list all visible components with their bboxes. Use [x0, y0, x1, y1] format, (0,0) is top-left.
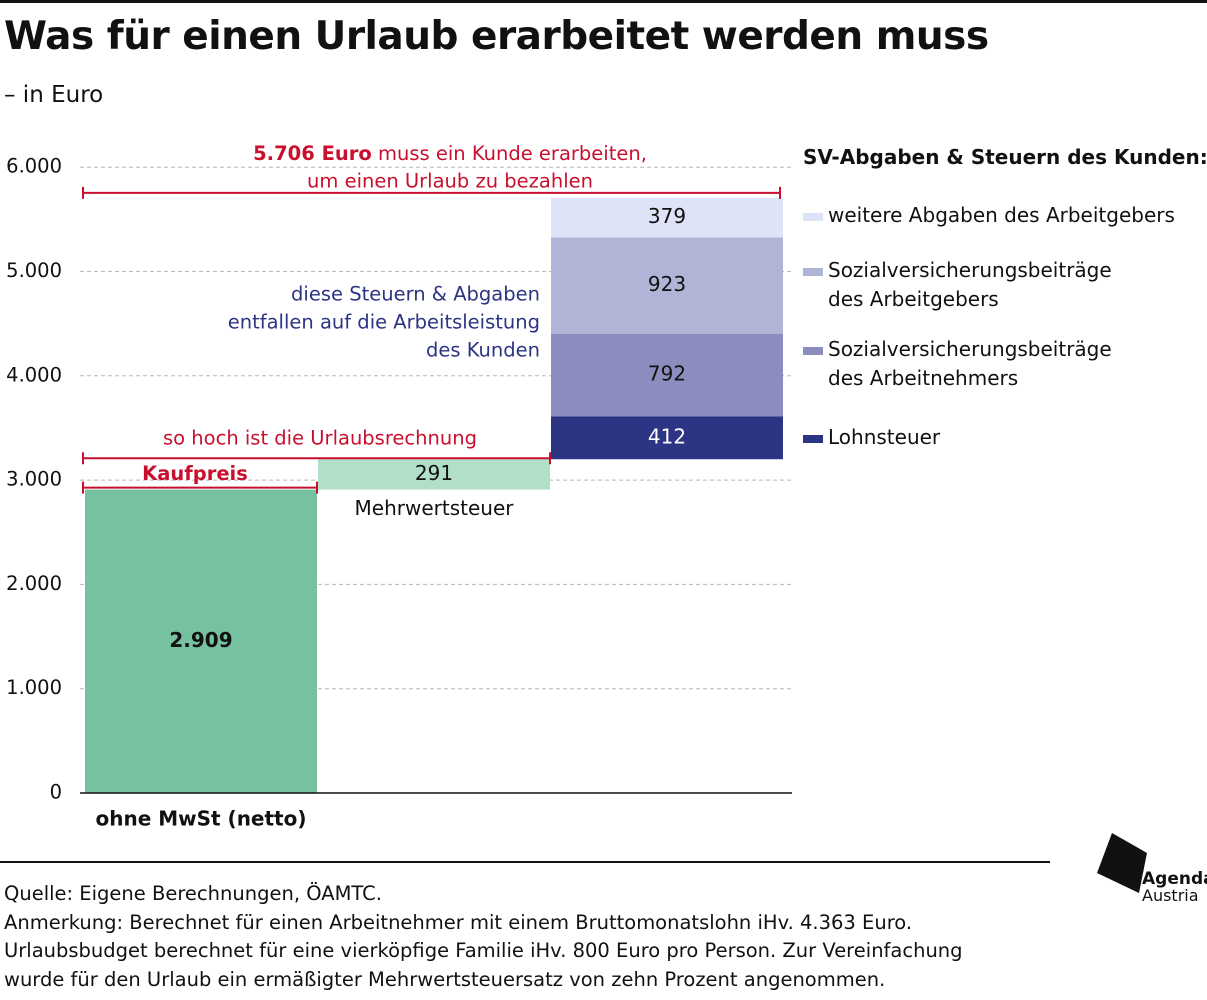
y-tick-label: 5.000: [6, 259, 62, 282]
legend-item: Sozialversicherungsbeiträge des Arbeitne…: [803, 335, 1112, 393]
annotation-total-line-1: 5.706 Euro muss ein Kunde erarbeiten,: [253, 142, 647, 165]
note-line-1: Anmerkung: Berechnet für einen Arbeitneh…: [4, 910, 913, 934]
stack-segment-0: [551, 416, 783, 460]
annotation-total-text: muss ein Kunde erarbeiten,: [372, 142, 647, 165]
y-tick-label: 4.000: [6, 363, 62, 386]
legend-title: SV-Abgaben & Steuern des Kunden:: [803, 145, 1207, 169]
stack-label-1: 792: [648, 361, 686, 385]
annotation-taxes-note-0: diese Steuern & Abgaben: [291, 283, 540, 306]
agenda-austria-logo-icon: [1097, 833, 1147, 893]
source-line: Quelle: Eigene Berechnungen, ÖAMTC.: [4, 882, 382, 905]
y-tick-label: 0: [50, 781, 62, 804]
stack-segment-2: [551, 237, 783, 334]
y-tick-label: 3.000: [6, 468, 62, 491]
annotation-kaufpreis: Kaufpreis: [142, 462, 248, 485]
legend-swatch: [803, 347, 823, 355]
y-tick-label: 6.000: [6, 155, 62, 178]
stack-segment-1: [551, 333, 783, 417]
legend-label: weitere Abgaben des Arbeitgebers: [828, 203, 1175, 227]
page-subtitle: – in Euro: [4, 82, 104, 108]
stack-label-0: 412: [648, 424, 686, 448]
legend-swatch: [803, 268, 823, 276]
waterfall-chart: 0 1.000 2.000 3.000 4.000 5.000 6.000 2.909 291 4…: [6, 142, 792, 831]
bar-mehrwertsteuer: [318, 459, 550, 490]
annotation-urlaubsrechnung: so hoch ist die Urlaubsrechnung: [163, 427, 477, 450]
legend-label: Sozialversicherungsbeiträge des Arbeitge…: [828, 258, 1112, 311]
bar-netto: [85, 489, 317, 793]
logo-sub: Austria: [1142, 886, 1199, 905]
page-title: Was für einen Urlaub erarbeitet werden m…: [4, 14, 989, 59]
legend-item: Lohnsteuer: [803, 423, 940, 452]
annotation-total-line-2: um einen Urlaub zu bezahlen: [307, 170, 593, 193]
bar-label-netto: 2.909: [169, 628, 232, 652]
footer: Quelle: Eigene Berechnungen, ÖAMTC. Anme…: [4, 880, 963, 994]
annotation-taxes-note-2: des Kunden: [426, 339, 540, 362]
category-label-netto: ohne MwSt (netto): [96, 807, 307, 831]
bar-label-mehrwertsteuer: 291: [415, 461, 453, 485]
top-rule: [0, 0, 1207, 3]
legend-swatch: [803, 213, 823, 221]
stack-label-3: 379: [648, 204, 686, 228]
y-tick-label: 2.000: [6, 572, 62, 595]
legend-item: Sozialversicherungsbeiträge des Arbeitge…: [803, 256, 1112, 314]
annotation-taxes-note-1: entfallen auf die Arbeitsleistung: [228, 311, 540, 334]
stack-label-2: 923: [648, 272, 686, 296]
annotation-total-amount: 5.706 Euro: [253, 142, 372, 165]
note-line-3: wurde für den Urlaub ein ermäßigter Mehr…: [4, 967, 886, 991]
stack-segment-3: [551, 197, 783, 238]
legend-label: Lohnsteuer: [828, 425, 941, 449]
y-tick-label: 1.000: [6, 676, 62, 699]
legend-item: weitere Abgaben des Arbeitgebers: [803, 201, 1175, 230]
category-label-mehrwertsteuer: Mehrwertsteuer: [355, 496, 515, 520]
legend-swatch: [803, 435, 823, 443]
legend-label: Sozialversicherungsbeiträge des Arbeitne…: [828, 337, 1112, 390]
logo-name: Agenda: [1142, 869, 1207, 889]
footer-rule: [0, 861, 1050, 863]
note-line-2: Urlaubsbudget berechnet für eine vierköp…: [4, 939, 963, 962]
